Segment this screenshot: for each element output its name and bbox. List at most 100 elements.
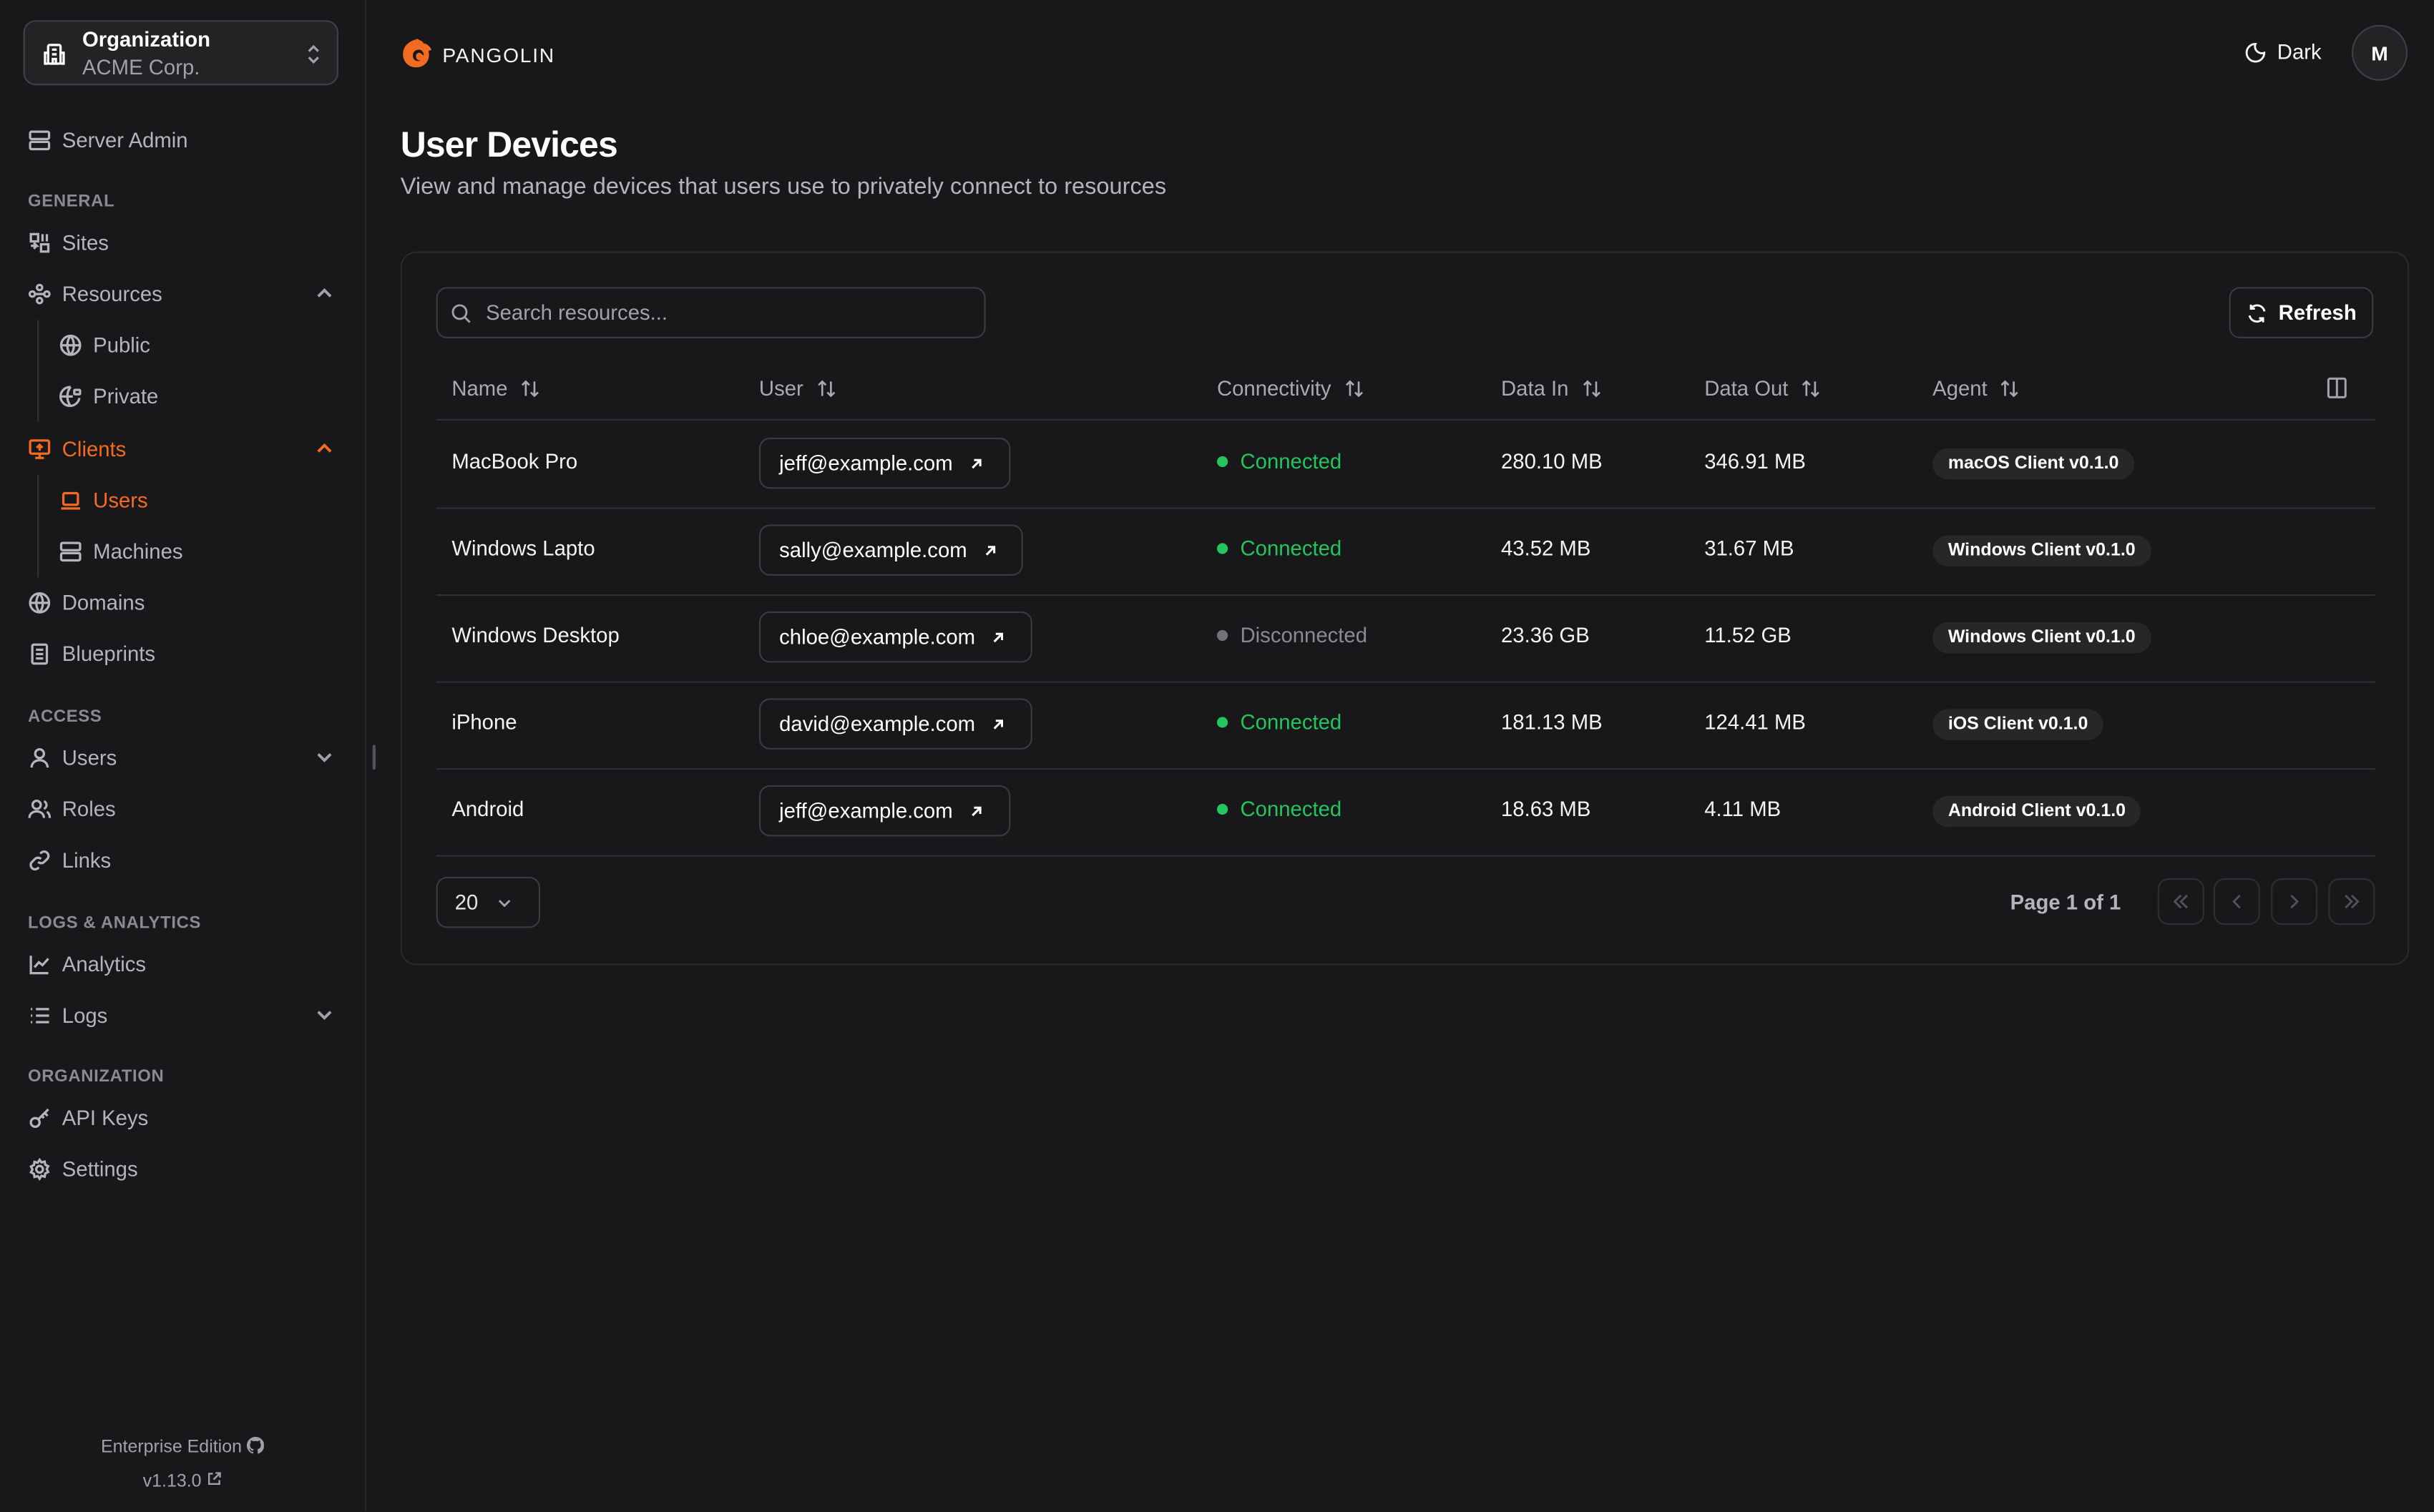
status-label: Connected — [1240, 450, 1342, 473]
globe-icon — [29, 591, 51, 613]
page-subtitle: View and manage devices that users use t… — [400, 173, 1167, 200]
user-link-button[interactable]: sally@example.com — [758, 524, 1023, 576]
chevron-up-icon[interactable] — [315, 439, 333, 458]
user-link-button[interactable]: chloe@example.com — [758, 611, 1032, 663]
sites-icon — [29, 232, 50, 252]
next-page-button[interactable] — [2271, 878, 2318, 926]
nav-links[interactable]: Links — [28, 841, 111, 878]
column-header-data-in[interactable]: Data In — [1501, 377, 1601, 401]
table-row[interactable]: iPhone david@example.com Connected 181.13 M… — [436, 681, 2375, 770]
nav-settings[interactable]: Settings — [28, 1150, 138, 1187]
data-out: 11.52 GB — [1704, 624, 1792, 647]
github-icon — [246, 1437, 265, 1454]
tree-line — [37, 474, 39, 578]
table-row[interactable]: Android jeff@example.com Connected 18.63 MB… — [436, 768, 2375, 857]
page-size-value: 20 — [454, 890, 479, 914]
nav-label: Clients — [62, 436, 127, 461]
table-row[interactable]: MacBook Pro jeff@example.com Connected 280.… — [436, 421, 2375, 509]
monitor-up-icon — [29, 438, 51, 458]
org-selector[interactable]: Organization ACME Corp. — [23, 20, 338, 86]
user-link-button[interactable]: jeff@example.com — [758, 785, 1011, 837]
user-email: chloe@example.com — [779, 625, 976, 649]
nav-label: Roles — [62, 797, 116, 820]
pangolin-logo-icon — [403, 39, 432, 68]
chevron-down-icon[interactable] — [315, 748, 333, 767]
nav-label: Blueprints — [62, 642, 156, 665]
nav-logs[interactable]: Logs — [28, 996, 107, 1034]
table-row[interactable]: Windows Desktop chloe@example.com Disconne… — [436, 594, 2375, 683]
file-text-icon — [31, 642, 49, 664]
building-icon — [44, 44, 65, 65]
column-header-user[interactable]: User — [759, 377, 836, 401]
nav-blueprints[interactable]: Blueprints — [28, 634, 155, 672]
status-dot — [1216, 456, 1228, 468]
user-link-button[interactable]: jeff@example.com — [758, 437, 1011, 489]
table-row[interactable]: Windows Lapto sally@example.com Connected 4… — [436, 507, 2375, 597]
nav-private[interactable]: Private — [59, 377, 158, 414]
refresh-button[interactable]: Refresh — [2229, 287, 2374, 338]
agent-badge: macOS Client v0.1.0 — [1932, 448, 2135, 480]
chevron-up-icon[interactable] — [315, 284, 333, 303]
refresh-icon — [2248, 303, 2266, 322]
version-link[interactable]: v1.13.0 — [0, 1471, 365, 1491]
status-label: Disconnected — [1240, 624, 1368, 647]
section-logs: LOGS & ANALYTICS — [28, 913, 202, 933]
link-icon — [29, 849, 50, 870]
agent-badge: Android Client v0.1.0 — [1932, 796, 2141, 828]
nav-label: Domains — [62, 590, 145, 614]
nav-analytics[interactable]: Analytics — [28, 945, 146, 982]
nav-clients[interactable]: Clients — [28, 430, 126, 467]
brand-logo[interactable]: PANGOLIN — [401, 37, 555, 72]
nav-machines[interactable]: Machines — [59, 532, 183, 569]
column-header-agent[interactable]: Agent — [1932, 377, 2020, 401]
nav-api-keys[interactable]: API Keys — [28, 1099, 148, 1136]
sidebar: Organization ACME Corp. Server Admin GEN… — [0, 0, 367, 1512]
user-link-button[interactable]: david@example.com — [758, 698, 1032, 750]
sort-icon — [1344, 380, 1362, 398]
users-icon — [28, 798, 52, 818]
search-input[interactable] — [482, 299, 955, 326]
nav-label: Sites — [62, 230, 109, 254]
nav-label: Links — [62, 848, 112, 872]
user-email: sally@example.com — [779, 538, 967, 562]
nav-access-users[interactable]: Users — [28, 739, 117, 776]
arrow-up-right-icon — [994, 719, 1004, 729]
sort-icon — [1582, 380, 1600, 398]
column-header-connectivity[interactable]: Connectivity — [1217, 377, 1364, 401]
prev-page-button[interactable] — [2213, 878, 2260, 926]
data-out: 31.67 MB — [1704, 536, 1794, 561]
section-access: ACCESS — [28, 707, 102, 727]
status-label: Connected — [1240, 536, 1342, 561]
last-page-button[interactable] — [2328, 878, 2375, 926]
nav-roles[interactable]: Roles — [28, 790, 116, 827]
nav-sites[interactable]: Sites — [28, 223, 109, 260]
columns-icon[interactable] — [2327, 377, 2347, 398]
page-size-select[interactable]: 20 — [436, 876, 541, 928]
data-out: 124.41 MB — [1704, 710, 1806, 735]
chevron-down-icon[interactable] — [315, 1006, 333, 1024]
column-header-name[interactable]: Name — [451, 377, 540, 401]
status-dot — [1216, 803, 1228, 815]
refresh-label: Refresh — [2278, 300, 2357, 325]
nav-server-admin[interactable]: Server Admin — [28, 121, 188, 158]
user-avatar[interactable]: M — [2351, 24, 2408, 81]
theme-label: Dark — [2277, 40, 2322, 64]
chevron-left-icon — [2232, 894, 2241, 909]
column-header-data-out[interactable]: Data Out — [1704, 377, 1821, 401]
edition-link[interactable]: Enterprise Edition — [0, 1437, 365, 1457]
user-email: david@example.com — [779, 712, 976, 736]
arrow-up-right-icon — [994, 632, 1004, 642]
column-label: Data Out — [1704, 377, 1789, 401]
user-email: jeff@example.com — [779, 799, 953, 823]
theme-toggle[interactable]: Dark — [2244, 40, 2322, 64]
search-box[interactable] — [436, 287, 986, 338]
nav-label: Analytics — [62, 952, 147, 976]
nav-resources[interactable]: Resources — [28, 275, 162, 312]
nav-label: Server Admin — [62, 127, 188, 152]
sidebar-resize-handle[interactable] — [372, 745, 376, 770]
first-page-button[interactable] — [2157, 878, 2204, 926]
nav-domains[interactable]: Domains — [28, 584, 145, 621]
device-name: Android — [451, 797, 524, 821]
nav-users[interactable]: Users — [59, 481, 148, 519]
nav-public[interactable]: Public — [59, 326, 150, 363]
